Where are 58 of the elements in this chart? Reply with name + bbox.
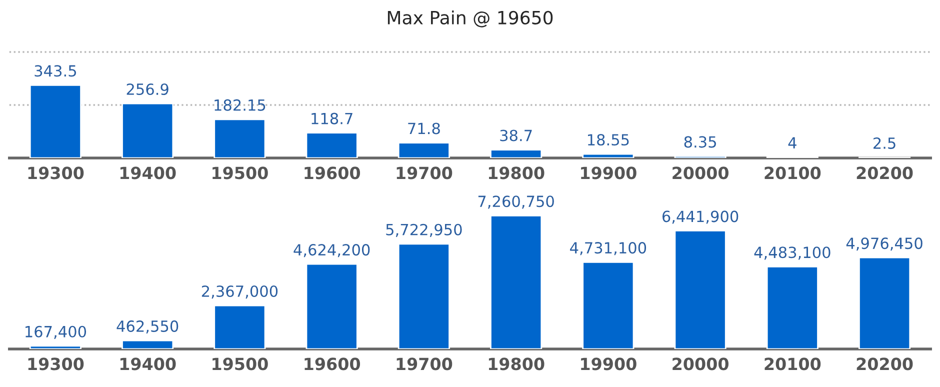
x-tick-label: 20000 xyxy=(672,166,728,180)
x-tick-label: 19700 xyxy=(396,358,452,370)
bar xyxy=(674,230,726,349)
data-label: 4,624,200 xyxy=(294,244,370,258)
data-label: 167,400 xyxy=(26,326,86,339)
bar xyxy=(582,261,634,349)
x-tick-label: 19500 xyxy=(212,166,268,180)
x-tick-label: 20200 xyxy=(856,358,913,370)
data-label: 8.35 xyxy=(684,136,716,148)
data-label: 71.8 xyxy=(408,122,440,134)
bar xyxy=(29,345,82,349)
chart-title: Max Pain @ 19650 xyxy=(388,10,553,28)
x-tick-label: 20200 xyxy=(856,166,913,180)
bar xyxy=(490,149,542,158)
bar xyxy=(29,84,82,158)
data-label: 7,260,750 xyxy=(478,196,554,209)
x-tick-label: 19600 xyxy=(304,166,360,180)
bar xyxy=(214,118,266,158)
x-tick-label: 19500 xyxy=(212,358,268,370)
data-label: 2,367,000 xyxy=(202,285,278,299)
x-tick-label: 20100 xyxy=(764,358,821,370)
bar xyxy=(398,142,450,158)
x-tick-label: 19700 xyxy=(396,166,452,180)
data-label: 5,722,950 xyxy=(386,224,462,237)
bar xyxy=(306,263,358,349)
bar xyxy=(122,340,174,349)
x-tick-label: 19400 xyxy=(120,166,176,180)
data-label: 462,550 xyxy=(116,320,178,334)
x-tick-label: 20100 xyxy=(764,166,821,180)
data-label: 6,441,900 xyxy=(662,210,738,224)
data-label: 38.7 xyxy=(500,130,532,142)
bar xyxy=(398,243,450,349)
x-tick-label: 19600 xyxy=(304,358,360,370)
data-label: 4,483,100 xyxy=(754,246,830,260)
bar xyxy=(214,304,266,349)
data-label: 4 xyxy=(788,137,796,148)
data-label: 182.15 xyxy=(214,99,266,111)
data-label: 343.5 xyxy=(34,65,76,77)
x-tick-label: 19300 xyxy=(28,166,84,180)
x-tick-label: 19900 xyxy=(581,166,636,180)
bar xyxy=(490,214,542,349)
bar xyxy=(582,153,634,158)
bar xyxy=(858,256,911,349)
data-label: 4,731,100 xyxy=(570,242,646,256)
data-label: 4,976,450 xyxy=(846,238,922,251)
x-tick-label: 19300 xyxy=(28,358,84,370)
bar xyxy=(122,102,174,158)
data-label: 256.9 xyxy=(126,83,168,96)
x-tick-label: 19400 xyxy=(120,358,176,370)
x-tick-label: 19800 xyxy=(488,358,544,370)
data-label: 118.7 xyxy=(312,112,352,124)
data-label: 18.55 xyxy=(588,134,629,146)
x-tick-label: 19900 xyxy=(581,358,636,370)
data-label: 2.5 xyxy=(874,137,896,149)
bar xyxy=(306,132,358,158)
bar xyxy=(766,266,818,349)
x-tick-label: 20000 xyxy=(672,358,728,370)
x-tick-label: 19800 xyxy=(488,166,544,180)
